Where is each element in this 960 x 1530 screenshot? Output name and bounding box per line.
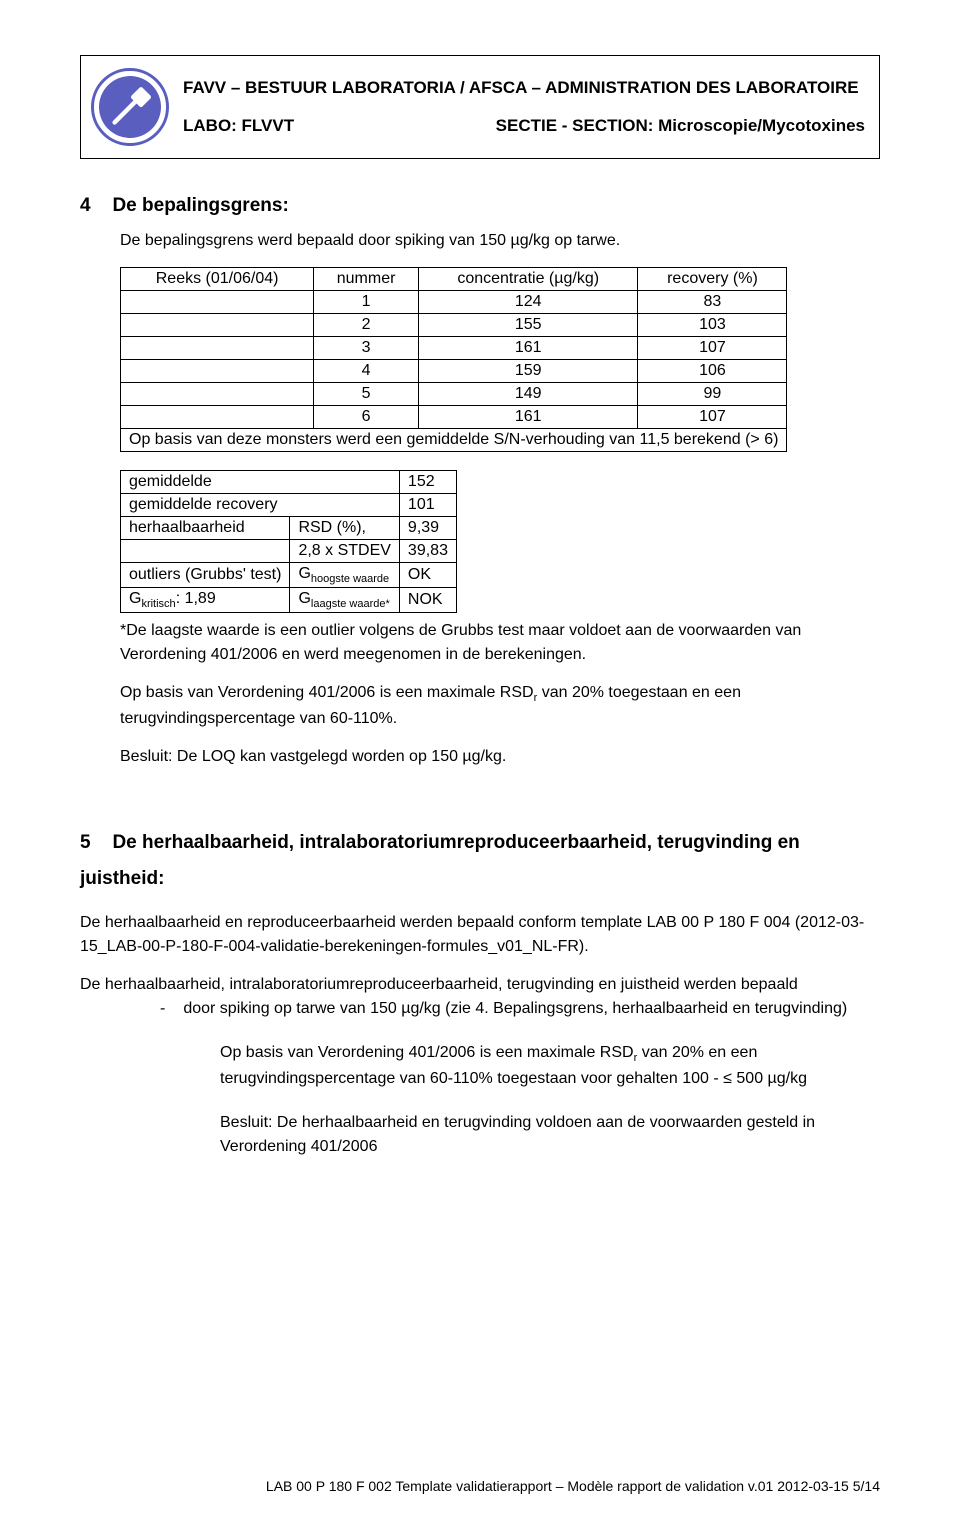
th-conc: concentratie (µg/kg) bbox=[418, 268, 638, 291]
section5-p4: Besluit: De herhaalbaarheid en terugvind… bbox=[220, 1111, 880, 1159]
cell: 124 bbox=[418, 291, 638, 314]
cell: 1 bbox=[314, 291, 419, 314]
cell: 106 bbox=[638, 360, 787, 383]
cell: 39,83 bbox=[399, 540, 456, 563]
page-footer: LAB 00 P 180 F 002 Template validatierap… bbox=[266, 1478, 880, 1494]
cell: outliers (Grubbs' test) bbox=[121, 563, 290, 588]
section-4-intro: De bepalingsgrens werd bepaald door spik… bbox=[120, 229, 880, 253]
cell: 103 bbox=[638, 314, 787, 337]
table1-footer: Op basis van deze monsters werd een gemi… bbox=[121, 429, 787, 452]
stats-table: gemiddelde152 gemiddelde recovery101 her… bbox=[120, 470, 457, 613]
cell: 2 bbox=[314, 314, 419, 337]
recovery-table: Reeks (01/06/04) nummer concentratie (µg… bbox=[120, 267, 787, 452]
section5-p3: Op basis van Verordening 401/2006 is een… bbox=[220, 1041, 880, 1091]
cell: herhaalbaarheid bbox=[121, 517, 290, 540]
cell: 83 bbox=[638, 291, 787, 314]
cell: Gkritisch: 1,89 bbox=[121, 588, 290, 613]
header-section: SECTIE - SECTION: Microscopie/Mycotoxine… bbox=[496, 116, 865, 136]
cell: RSD (%), bbox=[290, 517, 399, 540]
header-labo: LABO: FLVVT bbox=[183, 116, 294, 136]
cell: 107 bbox=[638, 406, 787, 429]
section4-besluit: Besluit: De LOQ kan vastgelegd worden op… bbox=[120, 745, 880, 769]
cell: 99 bbox=[638, 383, 787, 406]
section-4-title: De bepalingsgrens: bbox=[112, 195, 288, 216]
bullet-dash-icon: - bbox=[160, 997, 165, 1021]
section5-p2: De herhaalbaarheid, intralaboratoriumrep… bbox=[80, 973, 880, 997]
section5-bullet: door spiking op tarwe van 150 µg/kg (zie… bbox=[183, 997, 847, 1021]
section-5-number: 5 bbox=[80, 825, 108, 861]
cell bbox=[121, 337, 314, 360]
cell bbox=[121, 360, 314, 383]
cell: 9,39 bbox=[399, 517, 456, 540]
cell: Glaagste waarde* bbox=[290, 588, 399, 613]
cell: 2,8 x STDEV bbox=[290, 540, 399, 563]
cell: 101 bbox=[399, 494, 456, 517]
section-4-number: 4 bbox=[80, 195, 108, 217]
cell: 155 bbox=[418, 314, 638, 337]
cell: gemiddelde recovery bbox=[121, 494, 400, 517]
cell: 107 bbox=[638, 337, 787, 360]
cell: 5 bbox=[314, 383, 419, 406]
cell: 161 bbox=[418, 406, 638, 429]
cell: 161 bbox=[418, 337, 638, 360]
document-header: FAVV – BESTUUR LABORATORIA / AFSCA – ADM… bbox=[80, 55, 880, 159]
section5-p1: De herhaalbaarheid en reproduceerbaarhei… bbox=[80, 911, 880, 959]
cell: OK bbox=[399, 563, 456, 588]
cell: 4 bbox=[314, 360, 419, 383]
th-reeks: Reeks (01/06/04) bbox=[121, 268, 314, 291]
cell: NOK bbox=[399, 588, 456, 613]
header-title: FAVV – BESTUUR LABORATORIA / AFSCA – ADM… bbox=[183, 78, 865, 98]
cell: 3 bbox=[314, 337, 419, 360]
cell: 152 bbox=[399, 471, 456, 494]
cell: 159 bbox=[418, 360, 638, 383]
cell: 149 bbox=[418, 383, 638, 406]
grubbs-note: *De laagste waarde is een outlier volgen… bbox=[120, 619, 880, 667]
cell bbox=[121, 314, 314, 337]
logo-icon bbox=[91, 68, 169, 146]
cell: Ghoogste waarde bbox=[290, 563, 399, 588]
cell bbox=[121, 406, 314, 429]
cell bbox=[121, 383, 314, 406]
section-5-title: De herhaalbaarheid, intralaboratoriumrep… bbox=[80, 832, 800, 889]
section4-para2: Op basis van Verordening 401/2006 is een… bbox=[120, 681, 880, 731]
cell: gemiddelde bbox=[121, 471, 400, 494]
th-recovery: recovery (%) bbox=[638, 268, 787, 291]
cell bbox=[121, 291, 314, 314]
cell: 6 bbox=[314, 406, 419, 429]
th-nummer: nummer bbox=[314, 268, 419, 291]
